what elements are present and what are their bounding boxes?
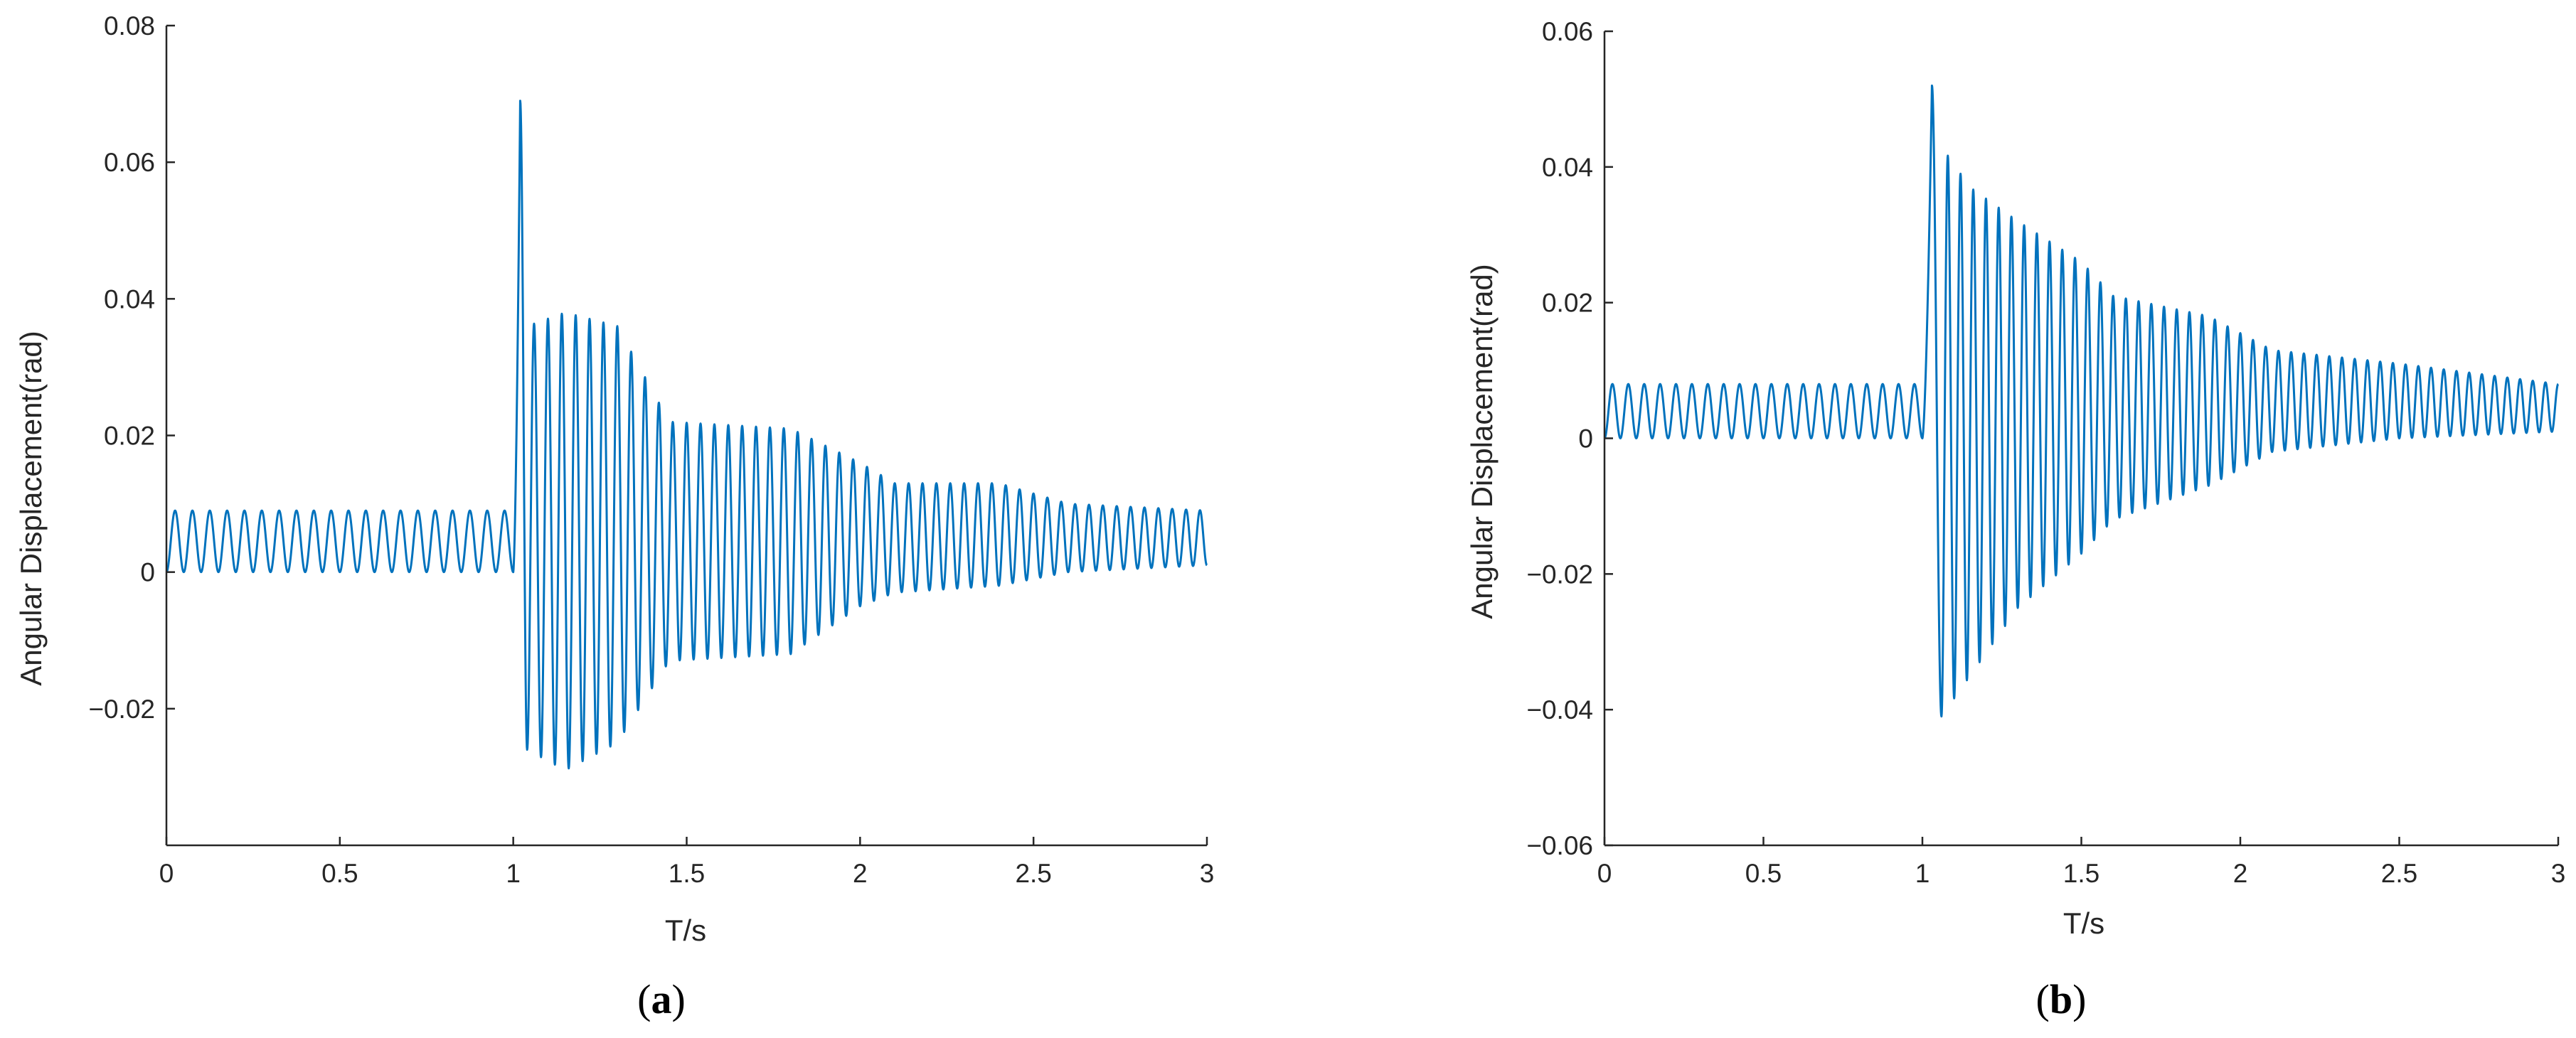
chart-panel-b: 0 0.5 1 1.5 2 2.5 3 −0.06 −0.04 −0.02 0 0.02 0.04 0.0…: [1465, 17, 2565, 940]
y-axis-label: Angular Displacement(rad): [14, 331, 48, 686]
series-layer: [1603, 84, 2560, 718]
y-tick-label: 0.06: [1542, 17, 1593, 46]
y-tick-label: 0.08: [104, 11, 155, 41]
x-tick-label: 1: [1915, 859, 1930, 888]
x-tick-label: 0: [1597, 859, 1612, 888]
series-layer: [165, 100, 1208, 770]
caption-b-close: ): [2072, 976, 2086, 1022]
series-line-angular-displacement: [1603, 84, 2560, 718]
y-tick-label: 0.06: [104, 148, 155, 177]
x-axis-label: T/s: [2063, 906, 2104, 940]
y-tick-label: 0: [140, 558, 155, 587]
x-tick-label: 2: [853, 859, 868, 888]
x-tick-label: 0: [159, 859, 174, 888]
x-tick-label: 3: [2551, 859, 2566, 888]
x-tick-label: 2.5: [1015, 859, 1051, 888]
x-tick-label: 2: [2233, 859, 2248, 888]
caption-b: (b): [2036, 976, 2087, 1022]
caption-b-open: (: [2036, 976, 2050, 1022]
ticks-layer: 0 0.5 1 1.5 2 2.5 3 −0.06 −0.04 −0.02 0 0.02 0.04 0.0…: [1526, 17, 2565, 888]
series-line-angular-displacement: [165, 100, 1208, 770]
x-tick-label: 1.5: [2063, 859, 2099, 888]
y-tick-label: 0: [1578, 424, 1593, 454]
x-tick-label: 3: [1200, 859, 1215, 888]
y-axis-label: Angular Displacement(rad): [1465, 264, 1499, 619]
y-tick-label: −0.02: [1526, 560, 1593, 589]
caption-b-letter: b: [2050, 976, 2072, 1022]
x-axis-label: T/s: [665, 914, 706, 947]
x-tick-label: 1: [506, 859, 521, 888]
ticks-layer: 0 0.5 1 1.5 2 2.5 3 −0.02 0 0.02 0.04 0.06 0.08: [88, 11, 1214, 888]
x-tick-label: 1.5: [669, 859, 705, 888]
x-tick-label: 0.5: [1745, 859, 1782, 888]
caption-a-open: (: [637, 976, 651, 1022]
y-tick-label: −0.04: [1526, 695, 1593, 724]
y-tick-label: 0.02: [1542, 289, 1593, 318]
caption-a-close: ): [672, 976, 686, 1022]
y-tick-label: −0.06: [1526, 831, 1593, 860]
x-tick-label: 2.5: [2381, 859, 2417, 888]
y-tick-label: 0.02: [104, 422, 155, 451]
caption-a: (a): [637, 976, 686, 1022]
caption-a-letter: a: [651, 976, 672, 1022]
x-tick-label: 0.5: [321, 859, 358, 888]
y-tick-label: −0.02: [88, 695, 155, 724]
y-tick-label: 0.04: [104, 284, 155, 314]
y-tick-label: 0.04: [1542, 153, 1593, 182]
